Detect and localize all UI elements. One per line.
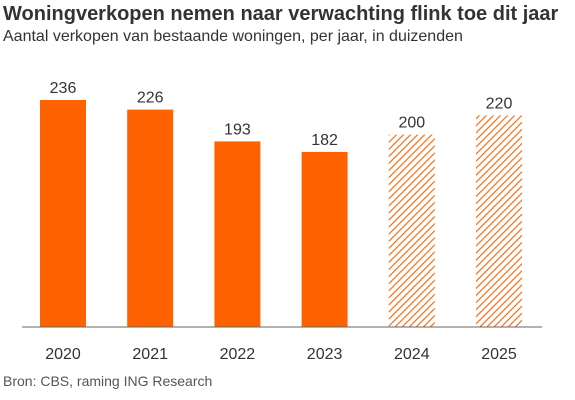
x-tick-label-2024: 2024 xyxy=(394,346,430,363)
bar-2025-forecast xyxy=(476,115,522,328)
data-label-2020: 236 xyxy=(50,80,77,97)
x-tick-label-2023: 2023 xyxy=(307,346,343,363)
x-tick-label-2022: 2022 xyxy=(220,346,256,363)
chart-subtitle: Aantal verkopen van bestaande woningen, … xyxy=(3,28,463,45)
x-tick-label-2021: 2021 xyxy=(132,346,168,363)
data-label-2021: 226 xyxy=(137,90,164,107)
bar-2020 xyxy=(40,100,86,327)
bar-2022 xyxy=(214,141,261,327)
x-tick-label-2025: 2025 xyxy=(481,346,517,363)
bars-layer: 236 2020 226 2021 193 2022 182 2023 200 2024 220 20… xyxy=(40,80,522,363)
data-label-2025: 220 xyxy=(486,95,513,112)
chart-title: Woningverkopen nemen naar verwachting fl… xyxy=(3,3,559,25)
bar-2021 xyxy=(127,109,174,327)
data-label-2024: 200 xyxy=(398,115,425,132)
bar-2023 xyxy=(301,151,348,327)
x-tick-label-2020: 2020 xyxy=(45,346,81,363)
source-note: Bron: CBS, raming ING Research xyxy=(3,373,213,389)
data-label-2022: 193 xyxy=(224,121,251,138)
bar-2024-forecast xyxy=(388,134,435,327)
data-label-2023: 182 xyxy=(311,132,338,149)
